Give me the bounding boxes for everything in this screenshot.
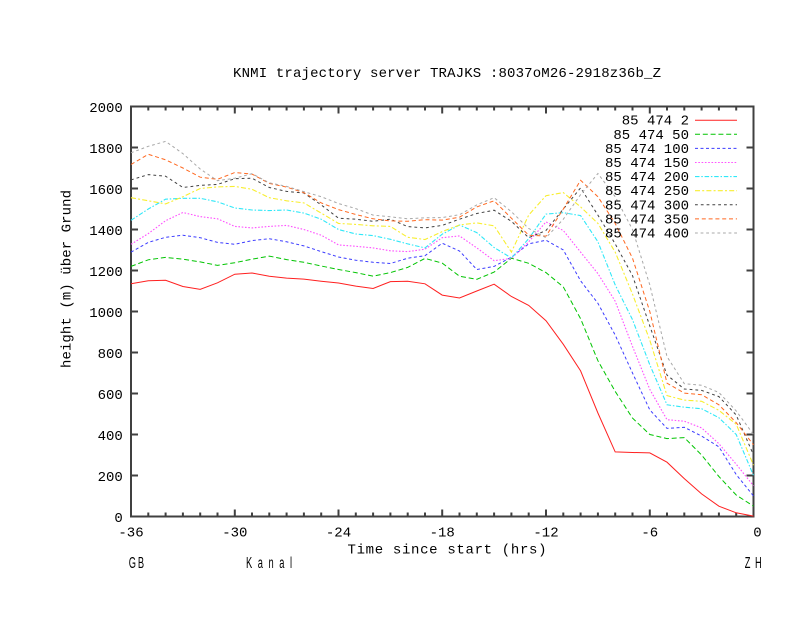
svg-text:2000: 2000 [89,101,123,117]
svg-text:85 474 250: 85 474 250 [605,184,689,200]
svg-text:-30: -30 [222,526,247,542]
svg-text:-12: -12 [533,526,558,542]
svg-text:85 474 200: 85 474 200 [605,170,689,186]
svg-text:Time since start (hrs): Time since start (hrs) [348,543,547,559]
svg-text:Kanal: Kanal [246,553,298,571]
svg-text:1000: 1000 [89,306,123,322]
svg-text:0: 0 [753,526,761,542]
svg-text:85 474 300: 85 474 300 [605,198,689,214]
svg-text:-36: -36 [118,526,143,542]
svg-text:85 474 350: 85 474 350 [605,212,689,228]
svg-text:0: 0 [114,511,122,527]
svg-text:1400: 1400 [89,224,123,240]
svg-text:1200: 1200 [89,265,123,281]
svg-text:85 474 100: 85 474 100 [605,142,689,158]
svg-text:height (m) über Grund: height (m) über Grund [60,190,76,368]
svg-text:85 474 2: 85 474 2 [622,114,689,130]
svg-text:600: 600 [98,388,123,404]
svg-text:-18: -18 [430,526,455,542]
svg-text:ZH: ZH [745,553,766,571]
svg-text:200: 200 [98,470,123,486]
svg-text:GB: GB [129,553,146,571]
svg-text:-24: -24 [326,526,351,542]
svg-text:400: 400 [98,429,123,445]
svg-text:1600: 1600 [89,183,123,199]
svg-text:800: 800 [98,347,123,363]
svg-text:1800: 1800 [89,142,123,158]
svg-text:85 474 150: 85 474 150 [605,156,689,172]
svg-text:85 474 50: 85 474 50 [613,128,689,144]
svg-text:85 474 400: 85 474 400 [605,227,689,243]
svg-text:-6: -6 [641,526,658,542]
svg-text:KNMI trajectory server TRAJKS: KNMI trajectory server TRAJKS :8037oM26-… [233,66,661,82]
